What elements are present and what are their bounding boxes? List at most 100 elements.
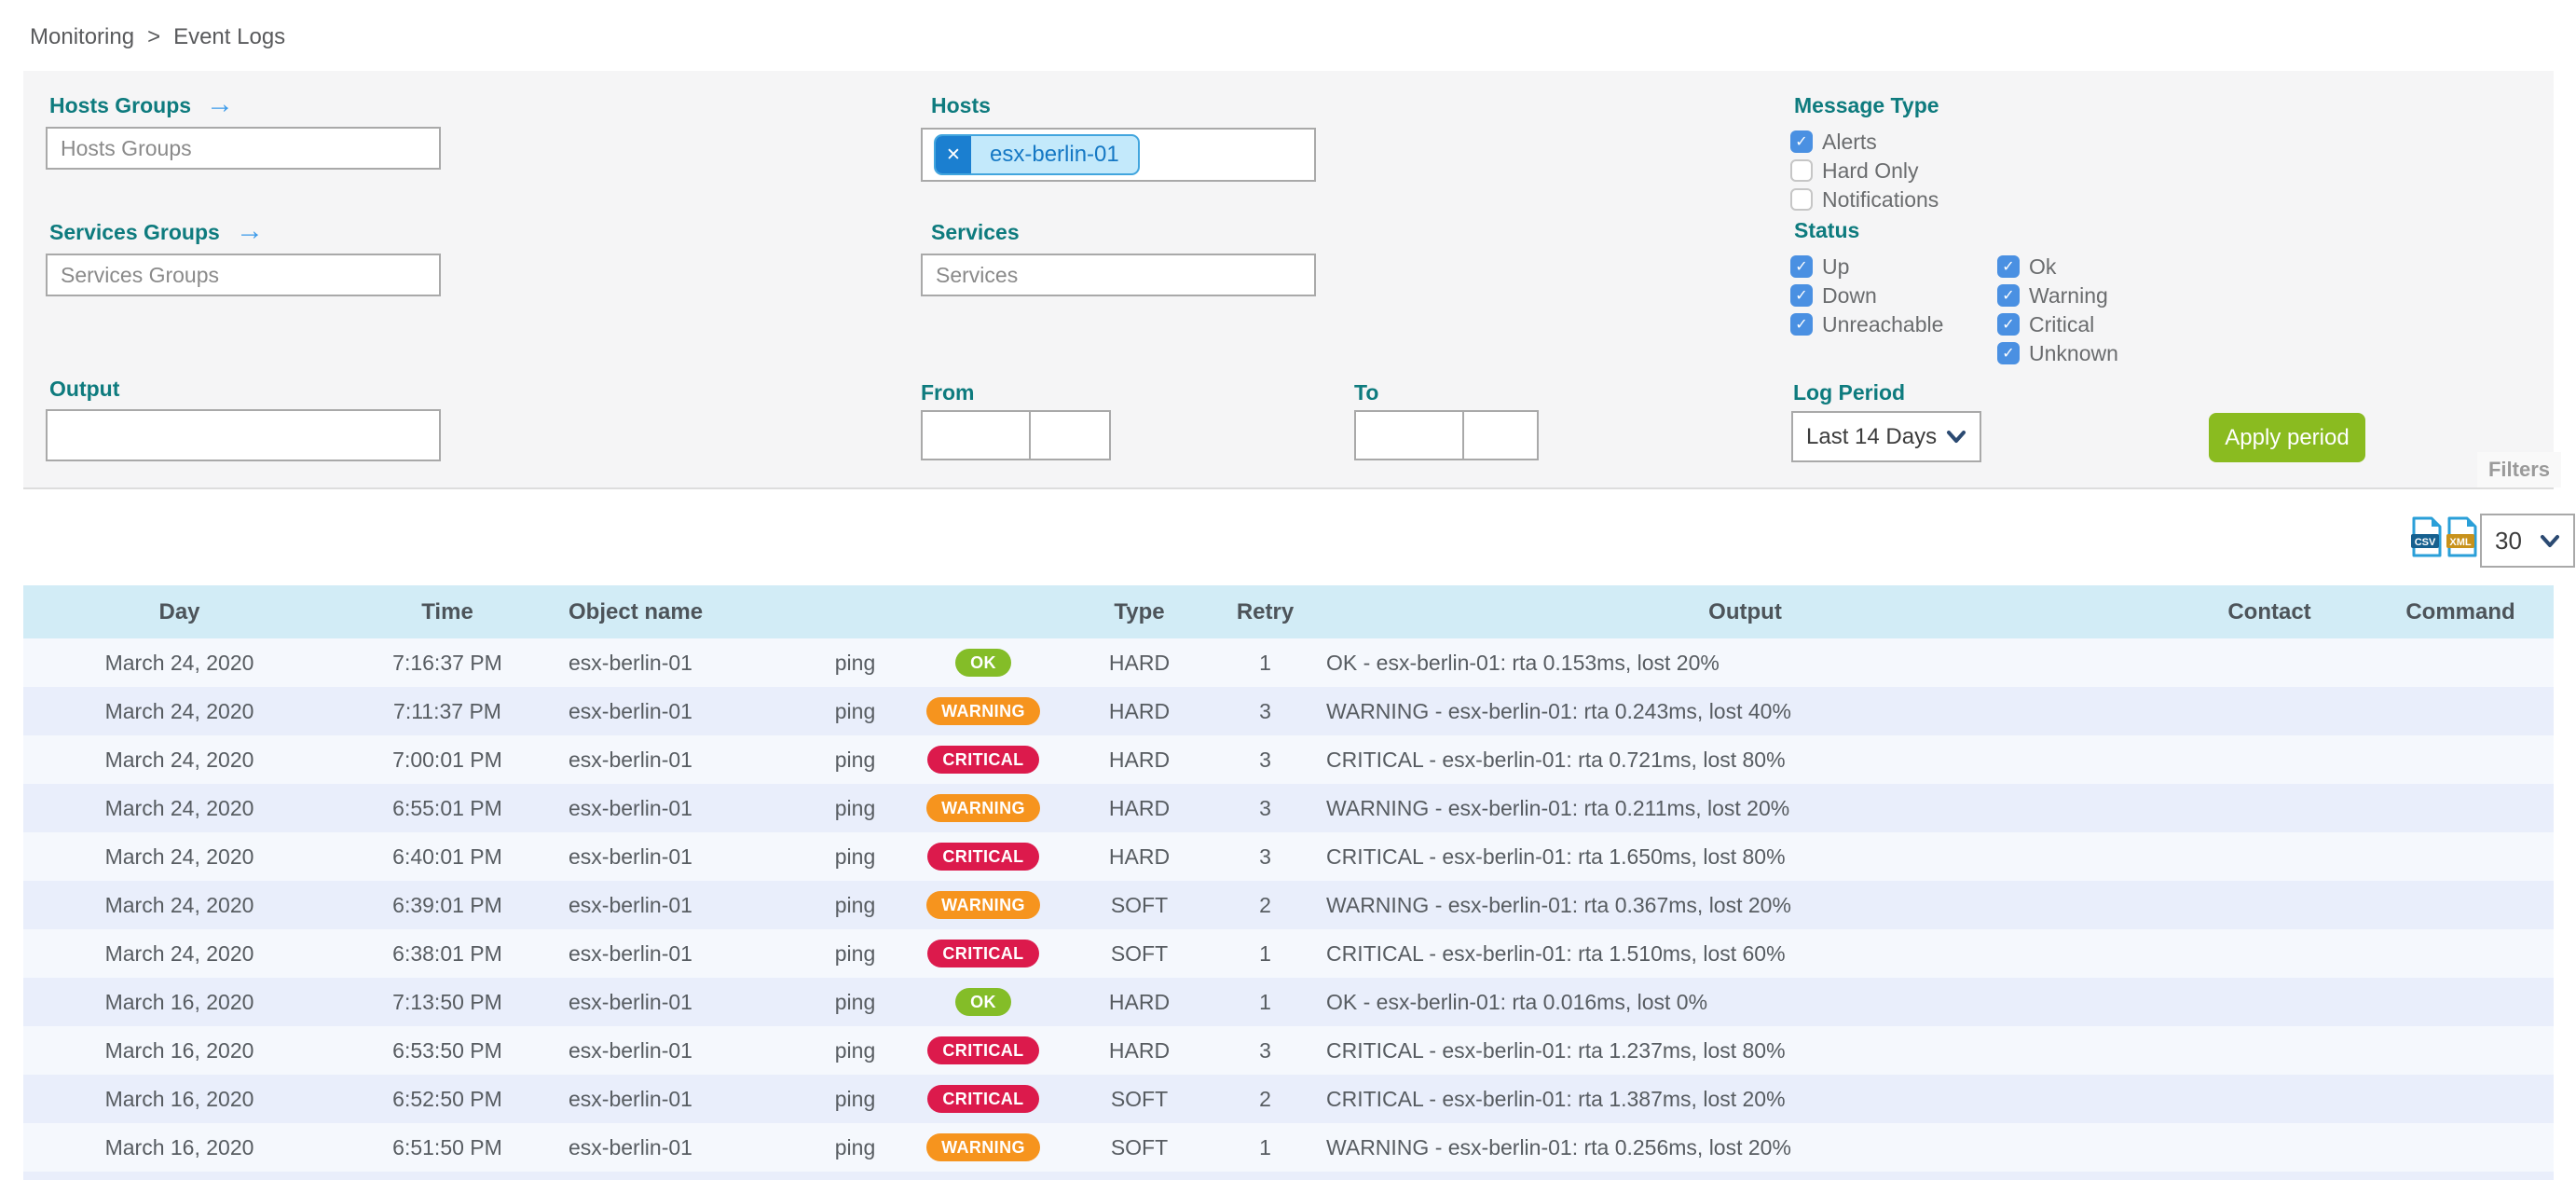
column-header-command[interactable]: Command xyxy=(2367,585,2554,638)
cell-time: 6:53:50 PM xyxy=(392,1037,502,1063)
cell-object: esx-berlin-01 xyxy=(569,1037,692,1063)
cell-command xyxy=(2367,638,2554,687)
cell-time: 7:13:50 PM xyxy=(392,989,502,1014)
checkbox-critical[interactable]: ✓ Critical xyxy=(1997,311,2118,336)
breadcrumb-monitoring[interactable]: Monitoring xyxy=(30,24,135,49)
export-csv-icon[interactable]: CSV xyxy=(2410,516,2442,562)
status-badge: CRITICAL xyxy=(927,1085,1039,1113)
status-badge: CRITICAL xyxy=(927,940,1039,967)
breadcrumb-event-logs[interactable]: Event Logs xyxy=(173,24,286,49)
cell-object: esx-berlin-01 xyxy=(569,650,692,675)
cell-command xyxy=(2367,1075,2554,1123)
apply-period-button[interactable]: Apply period xyxy=(2209,413,2365,462)
cell-type: SOFT xyxy=(1110,892,1169,917)
hosts-groups-input[interactable] xyxy=(46,127,441,170)
filters-tab[interactable]: Filters xyxy=(2477,452,2561,487)
page-size-select[interactable]: 30 xyxy=(2480,514,2575,568)
event-log-table: Day Time Object name Type Retry Output C… xyxy=(23,585,2554,1172)
checked-checkbox-icon[interactable]: ✓ xyxy=(1790,255,1813,278)
cell-contact xyxy=(2172,832,2367,881)
checkbox-unknown[interactable]: ✓ Unknown xyxy=(1997,341,2118,365)
cell-day: March 16, 2020 xyxy=(104,989,254,1014)
checked-checkbox-icon[interactable]: ✓ xyxy=(1790,130,1813,153)
hosts-label: Hosts xyxy=(931,93,991,117)
cell-contact xyxy=(2172,687,2367,735)
unchecked-checkbox-icon[interactable] xyxy=(1790,188,1813,211)
remove-host-chip-icon[interactable]: ✕ xyxy=(936,136,971,173)
cell-status: CRITICAL xyxy=(899,1026,1067,1075)
checked-checkbox-icon[interactable]: ✓ xyxy=(1997,284,2020,307)
checkbox-hard-only[interactable]: Hard Only xyxy=(1790,158,1939,183)
cell-service: ping xyxy=(834,698,876,723)
cell-time: 6:40:01 PM xyxy=(392,844,502,869)
column-header-retry[interactable]: Retry xyxy=(1212,585,1319,638)
cell-contact xyxy=(2172,1075,2367,1123)
checked-checkbox-icon[interactable]: ✓ xyxy=(1790,313,1813,336)
cell-contact xyxy=(2172,784,2367,832)
checkbox-warning[interactable]: ✓ Warning xyxy=(1997,283,2118,308)
export-xml-icon[interactable]: XML xyxy=(2446,516,2477,562)
hosts-input[interactable]: ✕ esx-berlin-01 xyxy=(921,128,1316,182)
table-row: March 24, 2020 6:39:01 PM esx-berlin-01 pin… xyxy=(23,881,2554,929)
cell-type: HARD xyxy=(1108,650,1171,675)
cell-command xyxy=(2367,881,2554,929)
cell-status: WARNING xyxy=(899,1123,1067,1172)
table-row-partial xyxy=(23,1172,2554,1180)
services-groups-arrow-icon[interactable]: → xyxy=(236,215,264,246)
services-groups-input[interactable] xyxy=(46,254,441,296)
cell-retry: 3 xyxy=(1259,795,1271,820)
checkbox-up[interactable]: ✓ Up xyxy=(1790,254,1943,279)
cell-time: 7:16:37 PM xyxy=(392,650,502,675)
cell-day: March 16, 2020 xyxy=(104,1037,254,1063)
page-size-value: 30 xyxy=(2495,526,2522,555)
status-badge: CRITICAL xyxy=(927,1036,1039,1064)
checkbox-label: Critical xyxy=(2029,311,2095,336)
status-badge: WARNING xyxy=(926,891,1040,919)
table-row: March 24, 2020 6:40:01 PM esx-berlin-01 pin… xyxy=(23,832,2554,881)
checkbox-unreachable[interactable]: ✓ Unreachable xyxy=(1790,312,1943,336)
cell-command xyxy=(2367,735,2554,784)
cell-type: SOFT xyxy=(1110,940,1169,966)
table-row: March 24, 2020 6:55:01 PM esx-berlin-01 pin… xyxy=(23,784,2554,832)
cell-time: 6:51:50 PM xyxy=(392,1134,502,1159)
cell-status: CRITICAL xyxy=(899,832,1067,881)
from-date-input[interactable] xyxy=(921,410,1031,460)
services-groups-label: Services Groups xyxy=(49,220,220,244)
to-date-input[interactable] xyxy=(1354,410,1464,460)
column-header-contact[interactable]: Contact xyxy=(2172,585,2367,638)
unchecked-checkbox-icon[interactable] xyxy=(1790,159,1813,182)
services-input[interactable] xyxy=(921,254,1316,296)
status-badge: CRITICAL xyxy=(927,746,1039,774)
cell-contact xyxy=(2172,881,2367,929)
checkbox-down[interactable]: ✓ Down xyxy=(1790,282,1943,308)
to-time-input[interactable] xyxy=(1462,410,1539,460)
svg-text:CSV: CSV xyxy=(2415,537,2436,548)
column-header-type[interactable]: Type xyxy=(1067,585,1212,638)
output-input[interactable] xyxy=(46,409,441,461)
column-header-output[interactable]: Output xyxy=(1319,585,2172,638)
checkbox-ok[interactable]: ✓ Ok xyxy=(1997,254,2118,279)
cell-day: March 16, 2020 xyxy=(104,1086,254,1111)
checked-checkbox-icon[interactable]: ✓ xyxy=(1997,255,2020,278)
cell-service: ping xyxy=(834,795,876,820)
checkbox-alerts[interactable]: ✓ Alerts xyxy=(1790,130,1939,154)
cell-object: esx-berlin-01 xyxy=(569,698,692,723)
column-header-day[interactable]: Day xyxy=(23,585,336,638)
cell-service: ping xyxy=(834,1086,876,1111)
to-label: To xyxy=(1354,380,1379,405)
column-header-time[interactable]: Time xyxy=(336,585,559,638)
checkbox-notifications[interactable]: Notifications xyxy=(1790,187,1939,212)
checkbox-label: Down xyxy=(1822,282,1877,308)
services-label: Services xyxy=(931,220,1020,244)
column-header-object-name[interactable]: Object name xyxy=(559,585,811,638)
status-badge: OK xyxy=(955,988,1011,1016)
cell-type: SOFT xyxy=(1110,1134,1169,1159)
log-period-select[interactable]: Last 14 Days xyxy=(1791,411,1981,462)
cell-retry: 2 xyxy=(1259,1086,1271,1111)
hosts-groups-arrow-icon[interactable]: → xyxy=(206,89,234,119)
from-time-input[interactable] xyxy=(1029,410,1111,460)
checked-checkbox-icon[interactable]: ✓ xyxy=(1997,313,2020,336)
checked-checkbox-icon[interactable]: ✓ xyxy=(1790,284,1813,307)
hosts-groups-label: Hosts Groups xyxy=(49,93,192,117)
checked-checkbox-icon[interactable]: ✓ xyxy=(1997,342,2020,364)
